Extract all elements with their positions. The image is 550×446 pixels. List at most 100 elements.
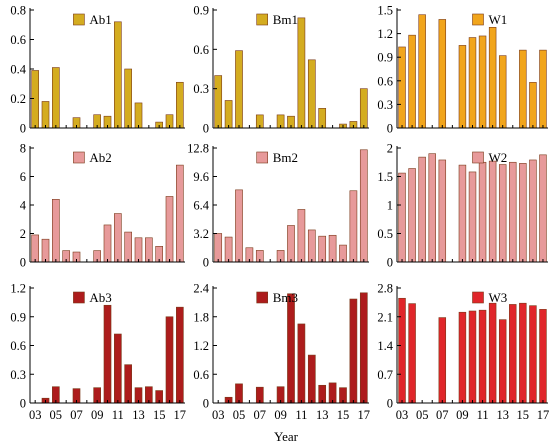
- bar-w2-2013: [498, 164, 507, 263]
- legend-swatch: [256, 13, 269, 26]
- bar-ab1-2004: [41, 101, 50, 129]
- y-tick-label: 1.5: [377, 170, 393, 184]
- bar-bm2-2013: [318, 235, 327, 263]
- bar-w1-2009: [458, 45, 467, 129]
- bar-ab2-2016: [165, 196, 174, 263]
- x-axis-label: Year: [274, 429, 299, 444]
- bar-w2-2017: [539, 154, 547, 263]
- bar-ab3-2016: [165, 316, 174, 404]
- bar-w3-2012: [488, 302, 497, 404]
- x-tick-label: 05: [50, 408, 63, 422]
- bar-bm1-2003: [214, 75, 223, 129]
- bar-ab2-2017: [176, 164, 184, 263]
- bar-ab1-2017: [176, 81, 184, 129]
- panel-bm1: 0 0.3 0.6 0.9 Bm1: [193, 4, 369, 136]
- bar-w3-2007: [438, 317, 447, 404]
- x-tick-label: 11: [112, 408, 124, 422]
- bar-bm3-2017: [359, 292, 368, 404]
- legend-swatch: [256, 291, 269, 304]
- y-tick-label: 0: [203, 122, 209, 136]
- bar-bm3-2010: [287, 293, 295, 404]
- y-tick-label: 0: [387, 397, 393, 411]
- y-tick-label: 2: [387, 142, 393, 156]
- y-tick-label: 0.6: [10, 339, 26, 353]
- bar-w1-2012: [488, 27, 497, 129]
- y-tick-label: 0: [20, 256, 26, 270]
- bar-bm3-2011: [297, 323, 306, 404]
- legend-label: Ab1: [89, 12, 111, 27]
- bar-ab2-2005: [52, 199, 60, 263]
- y-tick-label: 0: [203, 256, 209, 270]
- bar-w2-2015: [519, 163, 527, 263]
- bar-bm2-2012: [307, 229, 316, 263]
- x-tick-label: 09: [456, 408, 469, 422]
- y-tick-label: 0.3: [377, 98, 393, 112]
- bar-bm2-2003: [214, 233, 223, 263]
- legend-label: W2: [489, 150, 508, 165]
- y-tick-label: 0.6: [10, 33, 26, 47]
- bar-w3-2003: [398, 297, 406, 404]
- bar-bm1-2012: [307, 59, 316, 129]
- bar-ab1-2013: [134, 102, 143, 129]
- y-tick-label: 1.5: [377, 4, 393, 18]
- x-tick-label: 03: [212, 408, 225, 422]
- bar-bm2-2004: [224, 236, 233, 263]
- y-tick-label: 0.8: [10, 4, 26, 18]
- panel-w1: 0 0.3 0.6 0.9 1.2 1.5 W1: [377, 4, 548, 136]
- y-tick-label: 0: [20, 122, 26, 136]
- bar-bm1-2011: [297, 17, 306, 129]
- y-tick-label: 0: [387, 122, 393, 136]
- legend-swatch: [472, 151, 484, 164]
- bar-w3-2011: [478, 309, 487, 404]
- x-tick-label: 17: [537, 408, 550, 422]
- bar-bm2-2014: [328, 234, 337, 263]
- bar-w2-2003: [398, 172, 406, 263]
- bar-w2-2016: [529, 159, 537, 263]
- y-tick-label: 8: [20, 142, 26, 156]
- x-tick-label: 05: [416, 408, 429, 422]
- bar-bm1-2017: [359, 88, 368, 129]
- y-tick-label: 0.9: [10, 310, 26, 324]
- bar-w3-2015: [519, 302, 527, 404]
- y-tick-label: 2: [20, 227, 26, 241]
- bar-bm2-2010: [287, 225, 295, 263]
- bar-bm3-2012: [307, 354, 316, 404]
- bar-w2-2005: [418, 156, 426, 263]
- y-tick-label: 2.4: [193, 282, 209, 296]
- x-tick-label: 13: [132, 408, 145, 422]
- y-tick-label: 0.9: [377, 51, 393, 65]
- bar-w1-2015: [519, 49, 527, 129]
- y-tick-label: 9.6: [193, 170, 209, 184]
- bar-w3-2009: [458, 311, 467, 404]
- y-tick-label: 0: [203, 397, 209, 411]
- y-tick-label: 0: [387, 256, 393, 270]
- bar-ab3-2012: [124, 364, 132, 404]
- y-tick-label: 1.2: [377, 27, 393, 41]
- x-tick-label: 17: [358, 408, 371, 422]
- y-tick-label: 0.6: [193, 43, 209, 57]
- y-tick-label: 0.7: [377, 368, 393, 382]
- legend-swatch: [472, 13, 484, 26]
- y-tick-label: 0.5: [377, 227, 393, 241]
- y-tick-label: 0.3: [193, 82, 209, 96]
- y-tick-label: 0.4: [10, 63, 26, 77]
- bar-w3-2014: [509, 304, 517, 404]
- bar-ab1-2012: [124, 68, 132, 129]
- legend-label: W3: [489, 290, 508, 305]
- x-tick-label: 07: [436, 408, 449, 422]
- bar-w1-2007: [438, 19, 447, 129]
- bar-ab3-2017: [176, 306, 184, 404]
- bar-w2-2004: [408, 168, 416, 263]
- bar-w2-2010: [468, 171, 477, 263]
- bar-bm3-2014: [328, 382, 337, 404]
- bar-bm3-2016: [349, 298, 358, 404]
- bar-ab2-2011: [114, 213, 122, 263]
- x-tick-label: 15: [153, 408, 166, 422]
- bar-w1-2010: [468, 37, 477, 129]
- bar-w3-2017: [539, 309, 547, 404]
- bar-ab2-2010: [103, 224, 112, 263]
- bar-w2-2011: [478, 161, 487, 263]
- bar-w3-2004: [408, 303, 416, 404]
- y-tick-label: 2.1: [377, 310, 393, 324]
